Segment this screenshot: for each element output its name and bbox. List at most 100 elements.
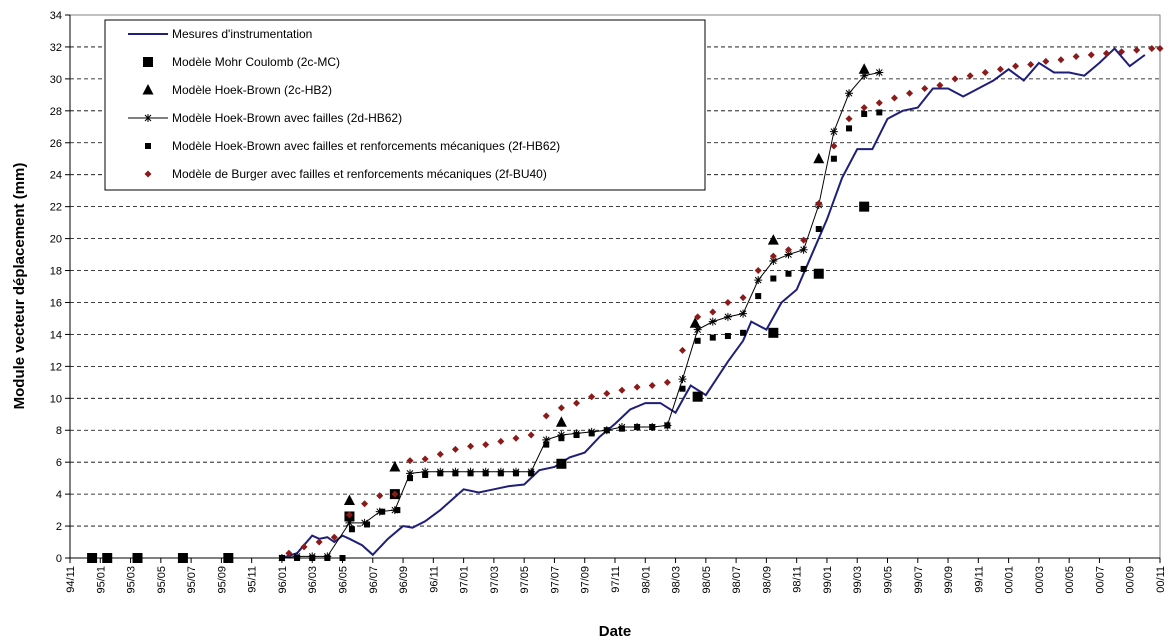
data-point bbox=[588, 430, 595, 437]
data-point bbox=[603, 427, 610, 434]
data-point bbox=[996, 65, 1004, 73]
y-tick-label: 22 bbox=[50, 202, 62, 214]
data-point bbox=[770, 275, 777, 282]
data-point bbox=[785, 270, 792, 277]
data-point bbox=[634, 424, 641, 431]
data-point bbox=[557, 431, 566, 440]
x-tick-label: 99/07 bbox=[913, 566, 925, 594]
data-point bbox=[860, 71, 869, 80]
data-point bbox=[555, 416, 567, 427]
data-point bbox=[1133, 46, 1141, 54]
data-point bbox=[1012, 62, 1020, 70]
data-point bbox=[692, 391, 703, 402]
data-point bbox=[285, 549, 293, 557]
x-tick-label: 98/07 bbox=[731, 566, 743, 594]
y-tick-label: 18 bbox=[50, 266, 62, 278]
x-tick-label: 95/07 bbox=[186, 566, 198, 594]
y-tick-label: 4 bbox=[56, 489, 62, 501]
x-tick-label: 98/09 bbox=[761, 566, 773, 594]
data-point bbox=[739, 309, 748, 318]
data-point bbox=[830, 142, 838, 150]
y-tick-label: 30 bbox=[50, 74, 62, 86]
data-point bbox=[633, 383, 641, 391]
data-point bbox=[422, 471, 429, 478]
data-point bbox=[784, 250, 793, 259]
data-point bbox=[618, 386, 626, 394]
data-point bbox=[497, 470, 504, 477]
legend-box bbox=[104, 19, 706, 191]
axes bbox=[65, 14, 1161, 563]
data-point bbox=[223, 553, 234, 563]
data-point bbox=[389, 460, 401, 472]
data-point bbox=[300, 543, 308, 551]
data-point bbox=[981, 68, 989, 76]
data-point bbox=[588, 393, 596, 401]
y-tick-label: 2 bbox=[56, 521, 62, 533]
x-tick-label: 98/11 bbox=[792, 566, 804, 593]
data-point bbox=[845, 115, 853, 123]
x-tick-label: 97/07 bbox=[549, 566, 561, 594]
x-tick-label: 96/07 bbox=[368, 566, 380, 594]
y-tick-label: 14 bbox=[50, 329, 62, 341]
data-point bbox=[800, 236, 808, 244]
data-point bbox=[693, 325, 702, 334]
data-point bbox=[361, 500, 369, 508]
data-point bbox=[861, 111, 868, 118]
data-point bbox=[860, 104, 868, 112]
legend-label: Modèle Hoek-Brown (2c-HB2) bbox=[172, 83, 332, 97]
x-tick-label: 99/03 bbox=[852, 566, 864, 594]
data-point bbox=[845, 89, 854, 98]
legend-label: Modèle Hoek-Brown avec failles et renfor… bbox=[172, 139, 560, 153]
x-tick-label: 99/05 bbox=[883, 566, 895, 594]
legend-entry: Mesures d'instrumentation bbox=[128, 27, 312, 41]
series-5 bbox=[278, 109, 883, 561]
data-point bbox=[813, 268, 824, 279]
data-point bbox=[739, 294, 747, 302]
data-point bbox=[142, 84, 154, 95]
data-point bbox=[767, 234, 779, 245]
data-point bbox=[740, 329, 747, 336]
legend-label: Modèle Mohr Coulomb (2c-MC) bbox=[172, 55, 340, 69]
data-point bbox=[830, 155, 837, 162]
legend-entry: Modèle Mohr Coulomb (2c-MC) bbox=[143, 55, 340, 69]
y-tick-label: 28 bbox=[50, 106, 62, 118]
data-point bbox=[1118, 48, 1126, 56]
data-point bbox=[755, 293, 762, 300]
data-point bbox=[724, 298, 732, 306]
data-point bbox=[421, 467, 430, 476]
data-point bbox=[723, 312, 732, 321]
x-tick-label: 98/03 bbox=[671, 566, 683, 594]
data-point bbox=[754, 276, 763, 285]
data-point bbox=[768, 327, 779, 338]
data-point bbox=[906, 89, 914, 97]
data-point bbox=[876, 109, 883, 116]
data-point bbox=[315, 538, 323, 546]
y-tick-label: 26 bbox=[50, 138, 62, 150]
data-point bbox=[379, 508, 386, 515]
series-3 bbox=[343, 63, 870, 506]
data-point bbox=[376, 492, 384, 500]
data-point bbox=[482, 441, 490, 449]
y-axis-title: Module vecteur déplacement (mm) bbox=[11, 163, 28, 410]
data-point bbox=[406, 469, 415, 478]
x-tick-label: 96/01 bbox=[277, 566, 289, 594]
data-point bbox=[421, 455, 429, 463]
data-point bbox=[689, 317, 701, 328]
data-point bbox=[1072, 53, 1080, 61]
data-point bbox=[407, 475, 414, 482]
x-axis-title: Date bbox=[599, 623, 632, 640]
x-tick-label: 96/09 bbox=[398, 566, 410, 594]
data-point bbox=[754, 267, 762, 275]
data-point bbox=[330, 533, 338, 541]
data-point bbox=[278, 555, 285, 561]
data-point bbox=[542, 435, 551, 444]
x-tick-label: 96/05 bbox=[338, 566, 350, 594]
data-point bbox=[132, 553, 143, 563]
data-point bbox=[1042, 57, 1050, 65]
series-line bbox=[281, 47, 1146, 559]
data-point bbox=[815, 226, 822, 233]
x-tick-label: 00/07 bbox=[1094, 566, 1106, 594]
data-point bbox=[394, 507, 401, 514]
data-point bbox=[348, 526, 355, 533]
data-point bbox=[573, 432, 580, 439]
